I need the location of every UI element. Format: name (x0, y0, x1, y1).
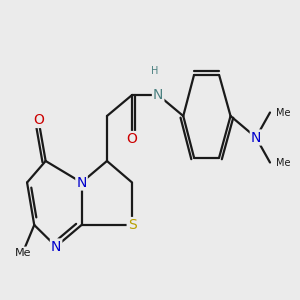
Text: N: N (251, 130, 261, 145)
Text: Me: Me (276, 158, 290, 167)
Text: Me: Me (15, 248, 31, 257)
Text: N: N (76, 176, 87, 190)
Text: O: O (127, 132, 137, 146)
Text: N: N (153, 88, 163, 102)
Text: O: O (33, 113, 44, 127)
Text: S: S (128, 218, 136, 232)
Text: Me: Me (276, 107, 290, 118)
Text: H: H (151, 66, 159, 76)
Text: N: N (51, 239, 61, 254)
